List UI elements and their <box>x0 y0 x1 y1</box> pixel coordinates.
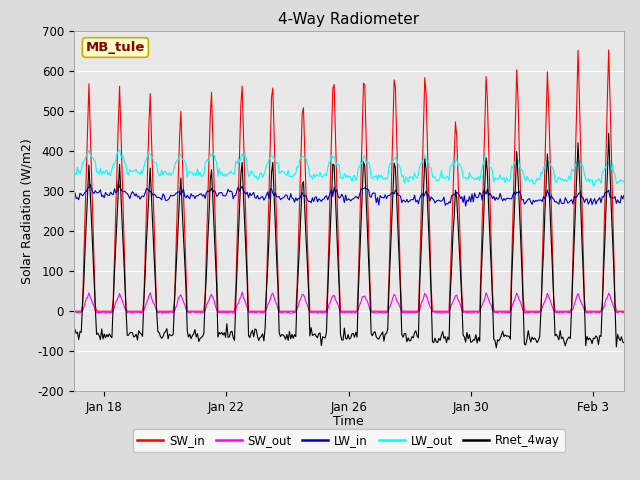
X-axis label: Time: Time <box>333 415 364 428</box>
Legend: SW_in, SW_out, LW_in, LW_out, Rnet_4way: SW_in, SW_out, LW_in, LW_out, Rnet_4way <box>132 430 565 452</box>
Y-axis label: Solar Radiation (W/m2): Solar Radiation (W/m2) <box>20 138 33 284</box>
Text: MB_tule: MB_tule <box>86 41 145 54</box>
Title: 4-Way Radiometer: 4-Way Radiometer <box>278 12 419 27</box>
